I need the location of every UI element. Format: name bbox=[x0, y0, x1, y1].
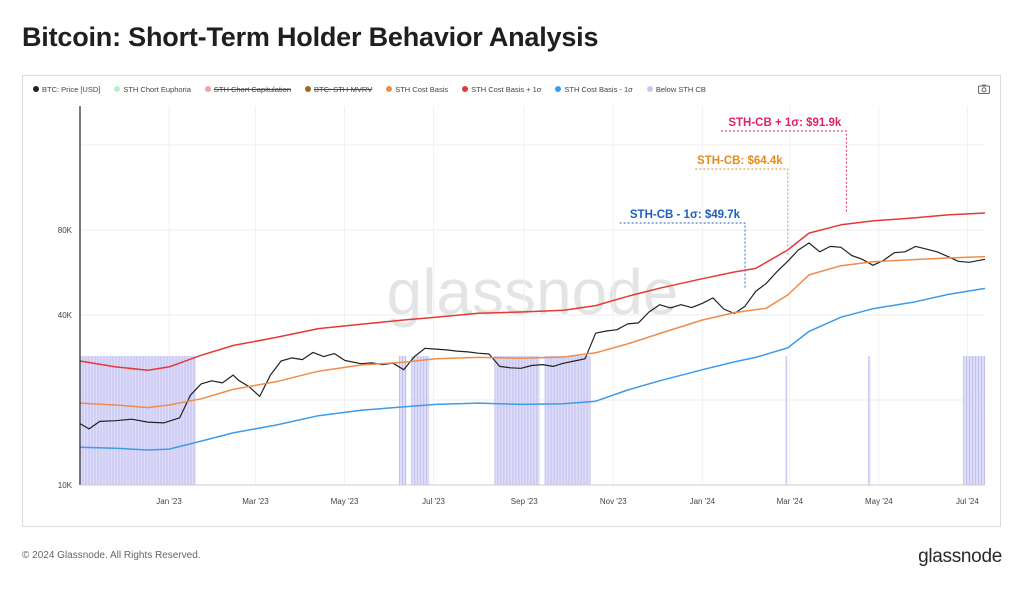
legend-swatch bbox=[305, 86, 311, 92]
glassnode-logo[interactable]: glassnode bbox=[918, 546, 1002, 567]
legend-swatch bbox=[646, 86, 653, 92]
below-cb-period bbox=[545, 356, 591, 485]
legend-label: STH Cost Basis bbox=[395, 84, 449, 94]
x-tick-label: Jan '24 bbox=[690, 497, 716, 506]
legend-label: STH Cost Basis + 1σ bbox=[471, 84, 542, 94]
series-line bbox=[79, 287, 986, 451]
legend-swatch bbox=[114, 86, 121, 92]
x-tick-label: Jan '23 bbox=[156, 497, 182, 506]
below-cb-period bbox=[786, 356, 788, 485]
camera-icon[interactable] bbox=[978, 84, 990, 94]
chart-legend: BTC: Price [USD] STH Chort Euphoria STH Ch… bbox=[33, 82, 706, 96]
annotation-label: STH-CB: $64.4k bbox=[697, 155, 783, 167]
legend-label: Below STH CB bbox=[655, 84, 706, 94]
legend-item[interactable]: BTC: STH-MVRV bbox=[305, 85, 372, 94]
y-tick-label: 40K bbox=[58, 311, 73, 320]
below-cb-period bbox=[868, 356, 871, 485]
x-tick-label: Nov '23 bbox=[600, 497, 627, 506]
legend-item[interactable]: STH Cost Basis + 1σ bbox=[462, 85, 541, 94]
below-cb-period bbox=[963, 356, 985, 485]
legend-swatch bbox=[33, 86, 39, 92]
x-tick-label: Sep '23 bbox=[511, 497, 538, 506]
annotation-label: STH-CB - 1σ: $49.7k bbox=[630, 209, 741, 221]
legend-swatch bbox=[386, 86, 393, 92]
legend-label: BTC: STH-MVRV bbox=[314, 84, 373, 94]
legend-label: STH Cost Basis - 1σ bbox=[564, 84, 633, 94]
copyright-text: © 2024 Glassnode. All Rights Reserved. bbox=[22, 550, 201, 561]
below-cb-period bbox=[399, 356, 407, 485]
x-tick-label: May '24 bbox=[865, 497, 893, 506]
page-title: Bitcoin: Short-Term Holder Behavior Anal… bbox=[22, 22, 599, 52]
legend-item[interactable]: BTC: Price [USD] bbox=[33, 85, 100, 94]
legend-swatch bbox=[204, 86, 211, 92]
legend-label: STH Chort Euphoria bbox=[123, 84, 191, 94]
legend-item[interactable]: STH Chort Capitulation bbox=[204, 84, 291, 94]
y-tick-label: 10K bbox=[58, 481, 73, 490]
series-line bbox=[79, 212, 986, 371]
legend-item[interactable]: STH Cost Basis - 1σ bbox=[555, 84, 633, 94]
legend-swatch bbox=[462, 86, 469, 92]
annotation-leader bbox=[720, 130, 847, 214]
y-tick-label: 80K bbox=[58, 226, 73, 235]
x-tick-label: Mar '24 bbox=[777, 497, 804, 506]
legend-swatch bbox=[555, 86, 562, 92]
legend-item[interactable]: STH Cost Basis bbox=[386, 85, 448, 94]
legend-item[interactable]: STH Chort Euphoria bbox=[114, 85, 191, 94]
annotation-leader bbox=[619, 222, 746, 289]
series-line bbox=[79, 242, 986, 430]
watermark-text: glassnode bbox=[387, 256, 679, 328]
chart-frame: BTC: Price [USD] STH Chort Euphoria STH Ch… bbox=[22, 75, 1001, 527]
legend-item[interactable]: Below STH CB bbox=[646, 84, 706, 94]
annotation-label: STH-CB + 1σ: $91.9k bbox=[728, 117, 842, 129]
x-tick-label: May '23 bbox=[331, 497, 359, 506]
legend-label: BTC: Price [USD] bbox=[42, 84, 101, 94]
below-cb-period bbox=[494, 356, 540, 485]
legend-label: STH Chort Capitulation bbox=[213, 84, 291, 94]
chart-plot: glassnode 10K 40K 80K Jan '23 Mar '23 May '23 J… bbox=[58, 106, 986, 506]
annotation-leader bbox=[695, 168, 789, 257]
series-line bbox=[79, 255, 986, 409]
x-tick-label: Jul '24 bbox=[956, 497, 979, 506]
x-tick-label: Jul '23 bbox=[422, 497, 445, 506]
x-tick-label: Mar '23 bbox=[242, 497, 269, 506]
